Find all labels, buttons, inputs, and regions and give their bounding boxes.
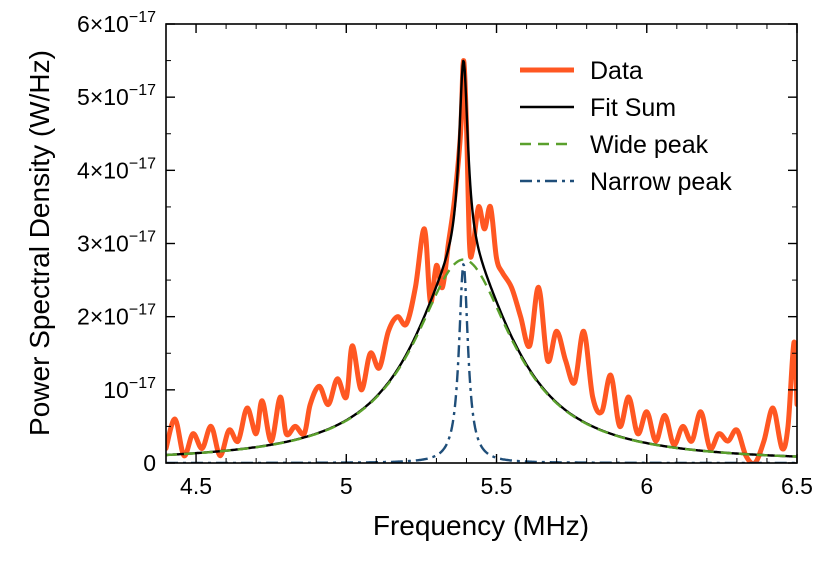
y-tick-label: 2×10−17	[77, 302, 156, 330]
plot-frame	[165, 23, 798, 464]
legend-label-wide-peak: Wide peak	[590, 131, 709, 159]
legend: Data Fit Sum Wide peak Narrow peak	[520, 57, 732, 196]
legend-label-fit-sum: Fit Sum	[590, 94, 676, 122]
series-data	[166, 58, 797, 463]
x-tick-label: 6.5	[781, 473, 813, 499]
series-wide-peak	[166, 258, 797, 458]
legend-label-narrow-peak: Narrow peak	[590, 168, 732, 196]
series-narrow-peak	[166, 263, 797, 463]
x-tick-label: 4.5	[180, 473, 212, 499]
series-layer	[166, 58, 797, 463]
x-tick-label: 5.5	[481, 473, 513, 499]
x-axis-title: Frequency (MHz)	[373, 510, 589, 541]
y-tick-label: 10−17	[103, 375, 156, 403]
x-tick-label: 6	[640, 473, 653, 499]
y-tick-label: 0	[143, 450, 156, 476]
y-tick-label: 6×10−17	[77, 9, 156, 37]
y-axis-title: Power Spectral Density (W/Hz)	[24, 50, 55, 436]
y-tick-label: 3×10−17	[77, 229, 156, 257]
ticks-layer: 4.5 5 5.5 6 6.5 0 10−17 2×10−17 3×10−17 4×10−17 5×…	[77, 9, 813, 499]
x-tick-label: 5	[340, 473, 353, 499]
series-fit-sum	[166, 59, 797, 458]
y-tick-label: 4×10−17	[77, 155, 156, 183]
legend-label-data: Data	[590, 57, 643, 85]
y-tick-label: 5×10−17	[77, 82, 156, 110]
